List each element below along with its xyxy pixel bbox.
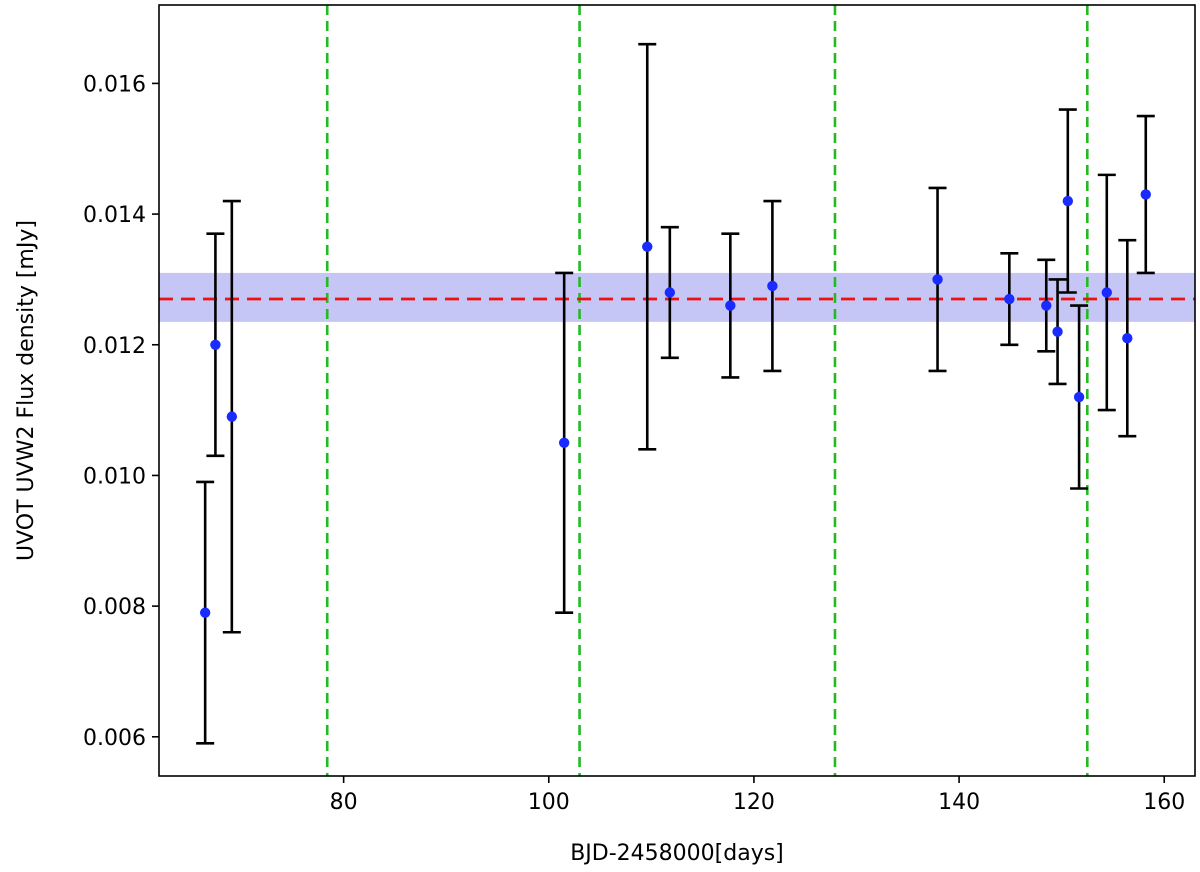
data-points-layer [199, 189, 1151, 618]
y-tick-label: 0.010 [83, 464, 146, 489]
data-point-11 [1041, 300, 1052, 311]
data-point-7 [725, 300, 736, 311]
x-tick-label: 120 [733, 790, 775, 815]
confidence-band [159, 272, 1195, 322]
data-point-4 [558, 437, 570, 448]
data-point-12 [1052, 326, 1063, 337]
data-point-13 [1062, 195, 1074, 207]
y-tick-label: 0.016 [83, 72, 146, 97]
data-point-14 [1073, 391, 1085, 403]
x-tick-label: 140 [938, 790, 980, 815]
data-point-8 [767, 280, 778, 292]
x-ticks-layer: 80 100 120 140 160 [330, 776, 1185, 815]
y-tick-label: 0.008 [83, 595, 146, 620]
y-ticks-layer: 0.006 0.008 0.010 0.012 0.014 0.016 [83, 72, 159, 751]
error-bars-layer [196, 42, 1155, 745]
y-tick-label: 0.012 [83, 334, 146, 359]
data-point-16 [1122, 333, 1133, 344]
data-point-3 [226, 411, 238, 422]
data-point-10 [1004, 293, 1015, 305]
x-tick-label: 100 [528, 790, 570, 815]
x-tick-label: 160 [1143, 790, 1185, 815]
data-point-17 [1140, 189, 1151, 200]
x-axis-label: BJD-2458000[days] [570, 841, 784, 866]
plot-frame [158, 4, 1196, 777]
x-tick-label: 80 [330, 790, 358, 815]
confidence-band-layer [159, 272, 1195, 322]
data-point-2 [210, 339, 221, 350]
y-tick-label: 0.014 [83, 203, 146, 228]
data-point-9 [932, 274, 943, 285]
data-point-15 [1101, 287, 1112, 298]
y-axis-label: UVOT UVW2 Flux density [mJy] [14, 220, 39, 561]
data-point-5 [642, 241, 653, 252]
y-tick-label: 0.006 [83, 726, 146, 751]
data-point-1 [199, 607, 211, 618]
data-point-6 [664, 287, 676, 298]
vertical-lines-layer [325, 5, 1089, 776]
